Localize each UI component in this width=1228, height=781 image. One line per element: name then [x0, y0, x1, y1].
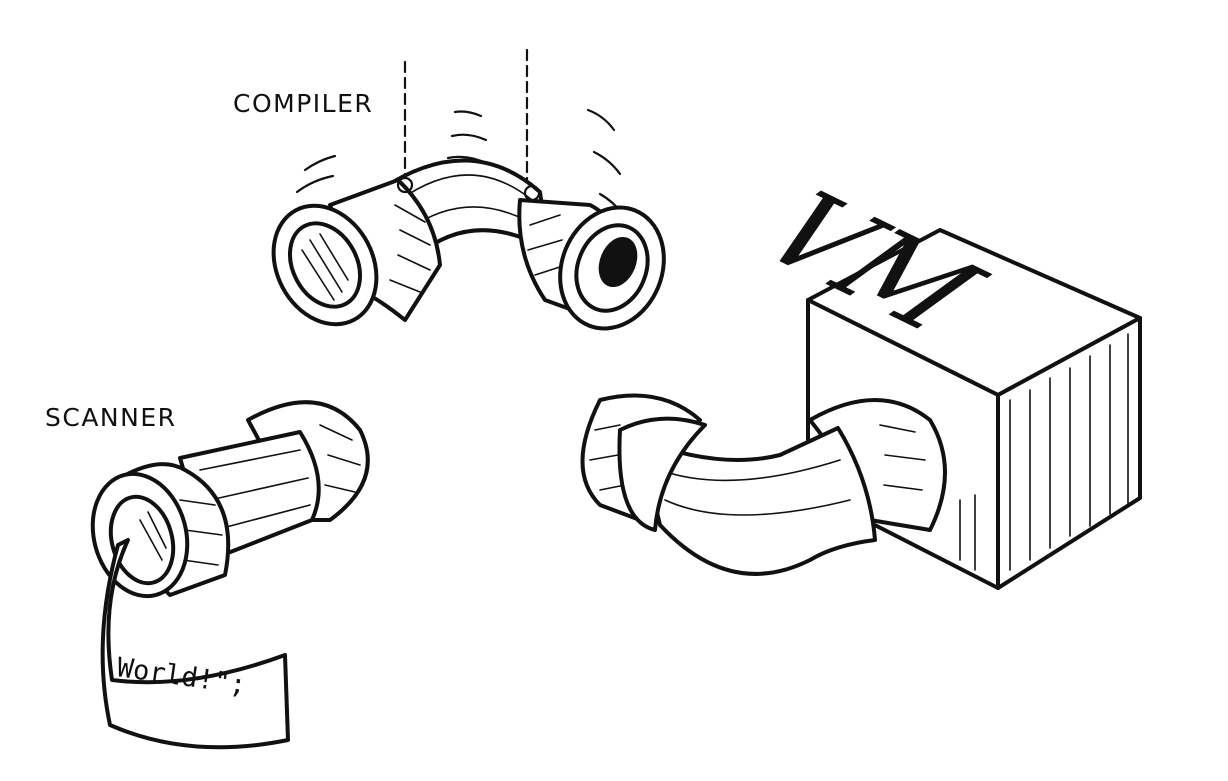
scanner-paper-tape [100, 538, 290, 750]
vm-right-face-hatch [1009, 333, 1129, 571]
compiler-label: COMPILER [233, 89, 373, 118]
scanner-far-collar-hatch [319, 424, 361, 493]
compiler-left-opening-shading [301, 233, 349, 301]
compiler-left-collar-hatch [389, 204, 431, 293]
compiler-motion-lines [295, 108, 624, 216]
scanner-label: SCANNER [45, 403, 177, 432]
scanner-near-collar-hatch [179, 499, 223, 566]
vm-left-face-hatch [959, 494, 976, 571]
vm-box-collar-hatch [879, 424, 926, 491]
compiler-elbow-pipe [271, 48, 666, 331]
scanner-body-hatch [199, 449, 311, 531]
scanner-opening-shading [139, 511, 167, 561]
vm-elbow-pipe [580, 393, 947, 576]
vm-pipe-hatch [659, 459, 851, 516]
scanner-straight-pipe [90, 400, 370, 750]
